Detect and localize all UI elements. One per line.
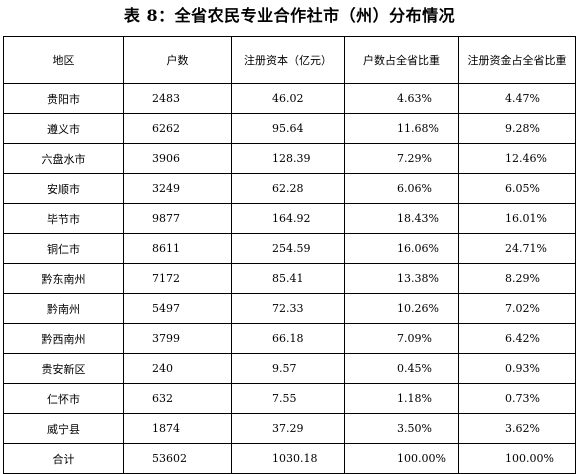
cell-region: 六盘水市 (3, 143, 124, 174)
cell-households: 632 (123, 383, 232, 414)
header-household-share: 户数占全省比重 (344, 36, 459, 84)
cell-households: 2483 (123, 83, 232, 114)
cell-region: 黔东南州 (3, 263, 124, 294)
cell-households: 3249 (123, 173, 232, 204)
table-row: 六盘水市 3906 128.39 7.29% 12.46% (3, 143, 576, 174)
cell-household-share: 13.38% (344, 263, 459, 294)
cell-household-share: 3.50% (344, 413, 459, 444)
cell-household-share: 10.26% (344, 293, 459, 324)
cell-household-share: 18.43% (344, 203, 459, 234)
cell-capital-share: 0.93% (458, 353, 576, 384)
cell-capital: 128.39 (231, 143, 345, 174)
table-title: 表 8：全省农民专业合作社市（州）分布情况 (123, 6, 456, 25)
cell-capital-share: 100.00% (458, 443, 576, 474)
table-row: 仁怀市 632 7.55 1.18% 0.73% (3, 383, 576, 414)
cell-household-share: 7.09% (344, 323, 459, 354)
cell-capital: 46.02 (231, 83, 345, 114)
cell-capital-share: 12.46% (458, 143, 576, 174)
cell-households: 8611 (123, 233, 232, 264)
cell-households: 9877 (123, 203, 232, 234)
cell-household-share: 4.63% (344, 83, 459, 114)
table-row: 遵义市 6262 95.64 11.68% 9.28% (3, 113, 576, 144)
cell-capital: 62.28 (231, 173, 345, 204)
cell-households: 5497 (123, 293, 232, 324)
cell-region: 黔西南州 (3, 323, 124, 354)
cell-region: 铜仁市 (3, 233, 124, 264)
cell-region: 贵安新区 (3, 353, 124, 384)
cell-region: 黔南州 (3, 293, 124, 324)
cell-capital-share: 6.05% (458, 173, 576, 204)
table-row: 威宁县 1874 37.29 3.50% 3.62% (3, 413, 576, 444)
cell-household-share: 7.29% (344, 143, 459, 174)
cell-households: 240 (123, 353, 232, 384)
cell-households: 3906 (123, 143, 232, 174)
cell-capital: 37.29 (231, 413, 345, 444)
cell-region: 合计 (3, 443, 124, 474)
cell-capital-share: 9.28% (458, 113, 576, 144)
table-row: 安顺市 3249 62.28 6.06% 6.05% (3, 173, 576, 204)
cell-capital: 1030.18 (231, 443, 345, 474)
cell-capital: 7.55 (231, 383, 345, 414)
table-row: 黔西南州 3799 66.18 7.09% 6.42% (3, 323, 576, 354)
cell-households: 53602 (123, 443, 232, 474)
table-row: 合计 53602 1030.18 100.00% 100.00% (3, 443, 576, 474)
cell-household-share: 1.18% (344, 383, 459, 414)
cell-capital-share: 7.02% (458, 293, 576, 324)
table-row: 黔南州 5497 72.33 10.26% 7.02% (3, 293, 576, 324)
cell-capital: 66.18 (231, 323, 345, 354)
cell-region: 毕节市 (3, 203, 124, 234)
cell-region: 遵义市 (3, 113, 124, 144)
cell-households: 6262 (123, 113, 232, 144)
table-header: 地区 户数 注册资本（亿元） 户数占全省比重 注册资金占全省比重 (3, 36, 576, 84)
cooperative-distribution-table: 地区 户数 注册资本（亿元） 户数占全省比重 注册资金占全省比重 贵阳市 2483… (3, 36, 576, 474)
cell-capital-share: 8.29% (458, 263, 576, 294)
table-row: 毕节市 9877 164.92 18.43% 16.01% (3, 203, 576, 234)
cell-region: 贵阳市 (3, 83, 124, 114)
header-capital: 注册资本（亿元） (231, 36, 345, 84)
header-region: 地区 (3, 36, 124, 84)
cell-capital: 164.92 (231, 203, 345, 234)
cell-capital: 95.64 (231, 113, 345, 144)
cell-capital-share: 6.42% (458, 323, 576, 354)
table-row: 黔东南州 7172 85.41 13.38% 8.29% (3, 263, 576, 294)
cell-household-share: 11.68% (344, 113, 459, 144)
cell-capital-share: 24.71% (458, 233, 576, 264)
cell-region: 威宁县 (3, 413, 124, 444)
cell-households: 7172 (123, 263, 232, 294)
cell-household-share: 6.06% (344, 173, 459, 204)
table-row: 贵安新区 240 9.57 0.45% 0.93% (3, 353, 576, 384)
cell-household-share: 16.06% (344, 233, 459, 264)
cell-region: 安顺市 (3, 173, 124, 204)
header-capital-share: 注册资金占全省比重 (458, 36, 576, 84)
table-body: 贵阳市 2483 46.02 4.63% 4.47% 遵义市 6262 95.64 11.68%… (3, 83, 576, 474)
cell-household-share: 0.45% (344, 353, 459, 384)
cell-capital: 254.59 (231, 233, 345, 264)
header-households: 户数 (123, 36, 232, 84)
cell-capital: 85.41 (231, 263, 345, 294)
cell-capital: 9.57 (231, 353, 345, 384)
cell-households: 3799 (123, 323, 232, 354)
header-row: 地区 户数 注册资本（亿元） 户数占全省比重 注册资金占全省比重 (3, 36, 576, 84)
cell-region: 仁怀市 (3, 383, 124, 414)
cell-capital: 72.33 (231, 293, 345, 324)
table-row: 贵阳市 2483 46.02 4.63% 4.47% (3, 83, 576, 114)
cell-households: 1874 (123, 413, 232, 444)
cell-capital-share: 0.73% (458, 383, 576, 414)
cell-capital-share: 3.62% (458, 413, 576, 444)
table-row: 铜仁市 8611 254.59 16.06% 24.71% (3, 233, 576, 264)
cell-household-share: 100.00% (344, 443, 459, 474)
cell-capital-share: 16.01% (458, 203, 576, 234)
cell-capital-share: 4.47% (458, 83, 576, 114)
